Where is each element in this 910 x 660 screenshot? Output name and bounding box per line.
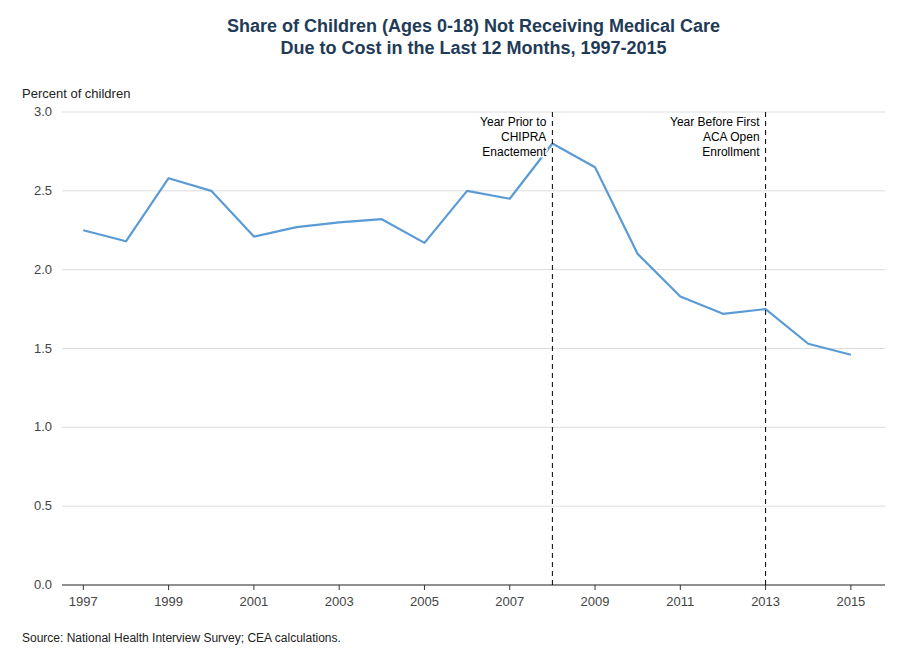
text-line: ACA Open bbox=[703, 130, 760, 144]
grid-line bbox=[62, 585, 885, 586]
y-axis-label: Percent of children bbox=[22, 86, 130, 101]
x-tick bbox=[765, 585, 766, 590]
text-line: Enactement bbox=[482, 145, 547, 159]
y-tick-label: 0.0 bbox=[34, 577, 52, 592]
x-tick bbox=[339, 585, 340, 590]
x-tick bbox=[595, 585, 596, 590]
x-axis-line bbox=[62, 585, 885, 586]
annotation: Year Before FirstACA OpenEnrollment bbox=[670, 115, 760, 159]
y-tick-label: 1.0 bbox=[34, 419, 52, 434]
text-line: Due to Cost in the Last 12 Months, 1997-… bbox=[280, 38, 666, 58]
x-tick-label: 2011 bbox=[666, 594, 694, 609]
x-tick bbox=[168, 585, 169, 590]
x-tick-label: 2009 bbox=[581, 594, 610, 609]
annotation-line bbox=[765, 112, 766, 585]
source-note: Source: National Health Interview Survey… bbox=[22, 631, 341, 645]
x-tick bbox=[253, 585, 254, 590]
x-tick-label: 2015 bbox=[836, 594, 865, 609]
text-line: Year Prior to bbox=[480, 115, 547, 129]
text-line: Share of Children (Ages 0-18) Not Receiv… bbox=[227, 16, 720, 36]
x-tick bbox=[509, 585, 510, 590]
x-tick-label: 2005 bbox=[410, 594, 439, 609]
text-line: CHIPRA bbox=[501, 130, 546, 144]
annotation-line bbox=[552, 112, 553, 585]
grid-line bbox=[62, 348, 885, 349]
grid-line bbox=[62, 427, 885, 428]
data-line bbox=[83, 144, 851, 355]
x-tick-label: 2001 bbox=[239, 594, 268, 609]
y-tick-label: 1.5 bbox=[34, 341, 52, 356]
y-axis: 0.0 0.5 1.0 1.5 2.0 2.5 3.0 bbox=[34, 104, 885, 592]
x-tick-label: 2007 bbox=[495, 594, 524, 609]
x-axis: 1997 1999 2001 2003 2005 2007 2009 2011 2013 2015 bbox=[62, 585, 885, 609]
x-tick-label: 2003 bbox=[325, 594, 354, 609]
y-tick-label: 3.0 bbox=[34, 104, 52, 119]
grid-line bbox=[62, 112, 885, 113]
annotation: Year Prior toCHIPRAEnactement bbox=[480, 115, 547, 159]
y-tick-label: 2.5 bbox=[34, 183, 52, 198]
title: Share of Children (Ages 0-18) Not Receiv… bbox=[227, 16, 720, 58]
text-line: Enrollment bbox=[702, 145, 760, 159]
x-tick bbox=[680, 585, 681, 590]
x-tick bbox=[850, 585, 851, 590]
plot-area bbox=[83, 112, 851, 585]
grid-line bbox=[62, 506, 885, 507]
x-tick bbox=[83, 585, 84, 590]
x-tick bbox=[424, 585, 425, 590]
grid-line bbox=[62, 269, 885, 270]
x-tick-label: 2013 bbox=[751, 594, 780, 609]
x-tick-label: 1999 bbox=[154, 594, 183, 609]
background bbox=[0, 0, 910, 660]
chart: Share of Children (Ages 0-18) Not Receiv… bbox=[0, 0, 910, 660]
x-tick-label: 1997 bbox=[69, 594, 98, 609]
y-tick-label: 2.0 bbox=[34, 262, 52, 277]
y-tick-label: 0.5 bbox=[34, 498, 52, 513]
text-line: Year Before First bbox=[670, 115, 760, 129]
